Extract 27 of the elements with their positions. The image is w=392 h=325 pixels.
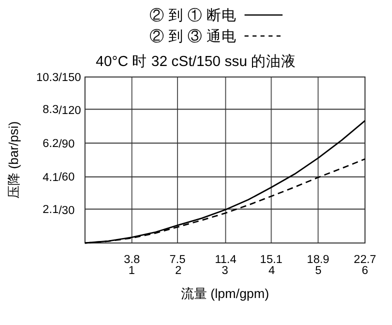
x-tick-label: 7.5 <box>170 254 186 266</box>
x-tick-label: 3.8 <box>124 254 140 266</box>
x-tick-label: 22.7 <box>354 254 376 266</box>
x-tick-label: 15.1 <box>260 254 282 266</box>
x-axis-title: 流量 (lpm/gpm) <box>180 286 270 301</box>
y2-tick-label: /90 <box>58 138 75 150</box>
x2-tick-label: 5 <box>315 265 322 277</box>
x2-tick-label: 6 <box>362 265 368 277</box>
x2-tick-label: 4 <box>268 265 276 277</box>
legend-label: ② 到 ③ 通电 <box>149 28 237 45</box>
y-tick-label: 2.1 <box>42 204 59 216</box>
y-tick-label: 10.3 <box>36 72 59 84</box>
y-axis-title: 压降 (bar/psi) <box>6 121 21 199</box>
y-tick-label: 4.1 <box>42 172 59 184</box>
y2-tick-label: /150 <box>58 72 81 84</box>
y2-tick-label: /30 <box>58 204 75 217</box>
y2-tick-label: /60 <box>58 172 75 184</box>
x2-tick-label: 3 <box>222 265 228 277</box>
x2-tick-label: 1 <box>128 265 135 277</box>
x2-tick-label: 2 <box>175 265 182 277</box>
legend-label: ② 到 ① 断电 <box>149 7 237 24</box>
y2-tick-label: /120 <box>58 105 81 118</box>
chart-title: 40°C 时 32 cSt/150 ssu 的油液 <box>96 53 296 70</box>
x-tick-label: 18.9 <box>306 254 330 266</box>
y-tick-label: 6.2 <box>42 138 59 150</box>
x-tick-label: 11.4 <box>214 254 237 266</box>
y-tick-label: 8.3 <box>42 104 59 116</box>
